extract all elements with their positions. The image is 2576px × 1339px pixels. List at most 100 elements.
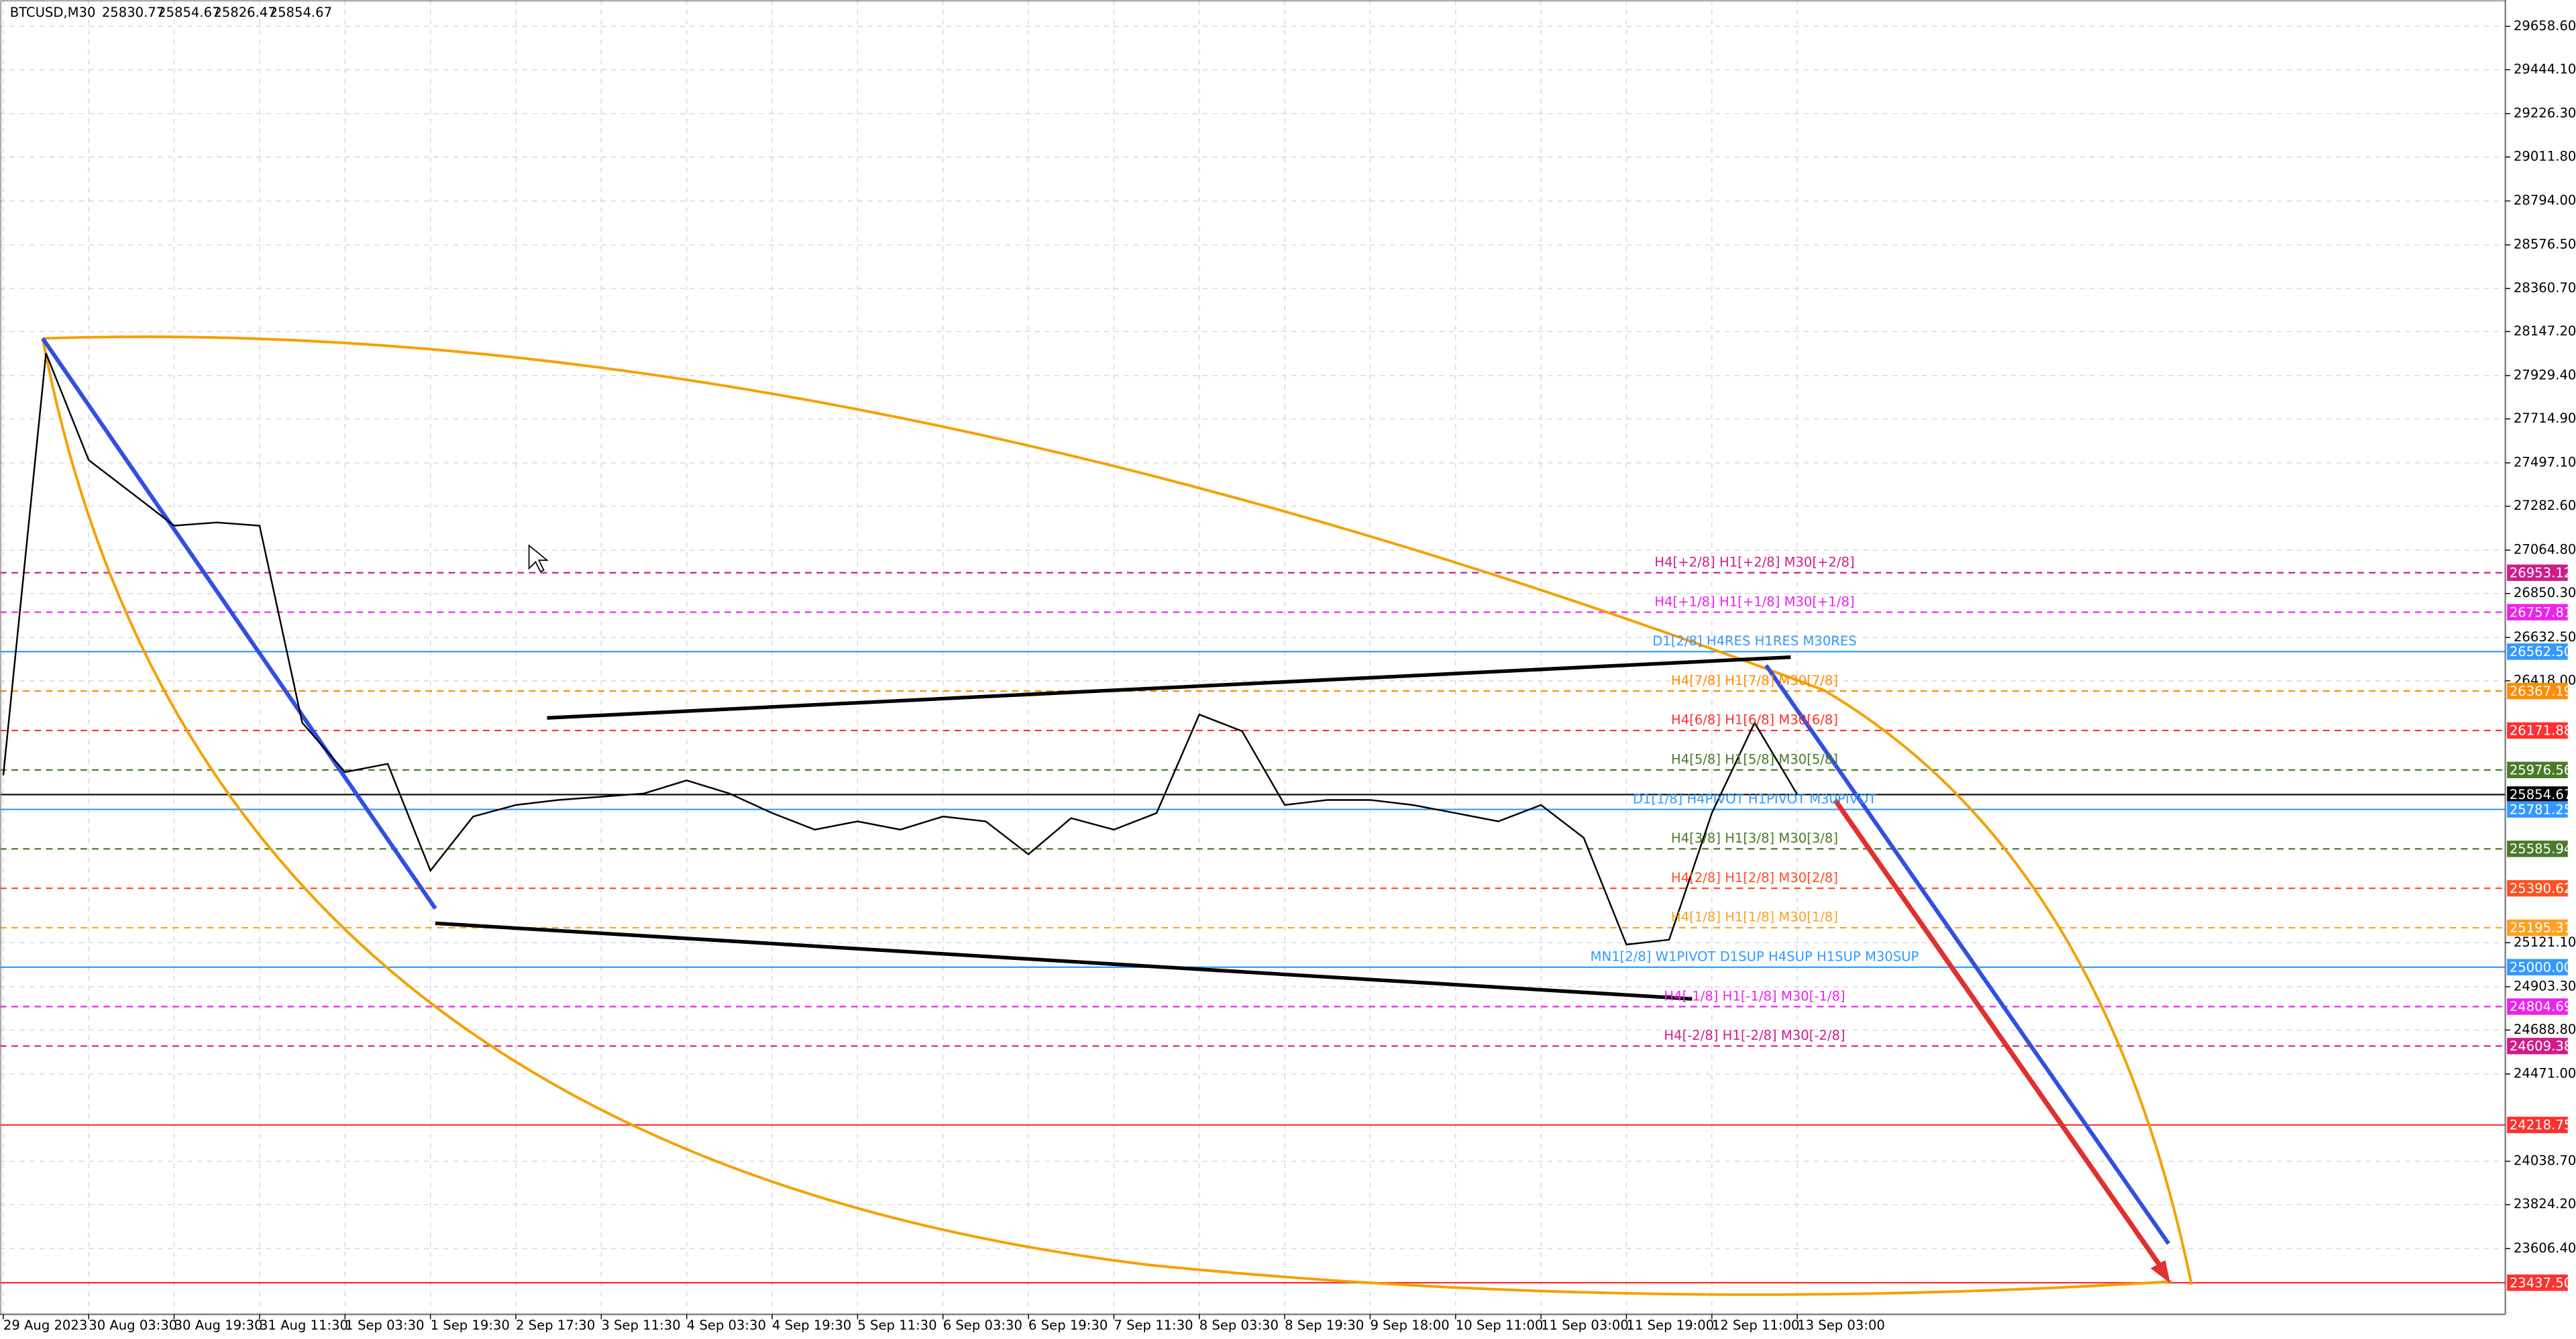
level-annotation: H4[6/8] H1[6/8] M30[6/8] (1671, 712, 1838, 728)
y-tick-label: 24471.00 (2514, 1065, 2576, 1081)
arc-upper (42, 335, 2193, 1285)
levels (0, 572, 2506, 1284)
y-tick-label: 27929.40 (2514, 367, 2576, 382)
y-tick-label: 27064.80 (2514, 542, 2576, 557)
y-tick-label: 24903.30 (2514, 978, 2576, 994)
level-price: 24218.75 (2510, 1118, 2572, 1133)
level-price: 25195.31 (2510, 920, 2572, 936)
level-box (2507, 564, 2568, 582)
x-tick-label: 10 Sep 11:00 (1456, 1318, 1544, 1333)
arrow (1833, 798, 2167, 1275)
level-annotation: H4[7/8] H1[7/8] M30[7/8] (1671, 673, 1838, 688)
y-tick-label: 26632.50 (2514, 629, 2576, 645)
x-tick-label: 3 Sep 11:30 (601, 1318, 680, 1333)
arc-lower (41, 338, 2172, 1296)
level-annotation: D1[1/8] H4PIVOT H1PIVOT M30PIVOT (1633, 791, 1877, 806)
y-tick-label: 28147.20 (2514, 323, 2576, 339)
level-price: 26562.50 (2510, 644, 2572, 659)
x-tick-label: 31 Aug 11:30 (260, 1318, 348, 1333)
level-box (2507, 1038, 2568, 1055)
level-price: 25390.62 (2510, 881, 2572, 896)
y-tick-label: 28360.70 (2514, 280, 2576, 296)
x-tick-label: 6 Sep 03:30 (943, 1318, 1022, 1333)
y-tick-label: 23606.40 (2514, 1240, 2576, 1256)
level-box (2507, 722, 2568, 739)
y-tick-label: 28794.00 (2514, 193, 2576, 208)
level-box (2507, 682, 2568, 700)
y-tick-label: 27497.10 (2514, 454, 2576, 470)
level-box (2507, 1274, 2568, 1291)
level-price: 26367.19 (2510, 684, 2572, 699)
y-tick-label: 24688.80 (2514, 1022, 2576, 1037)
level-box (2507, 879, 2568, 897)
x-tick-label: 4 Sep 03:30 (687, 1318, 766, 1333)
x-tick-label: 7 Sep 11:30 (1114, 1318, 1193, 1333)
level-price: 24609.38 (2510, 1038, 2572, 1054)
plot-frame (0, 0, 2506, 1315)
y-tick-label: 28576.50 (2514, 237, 2576, 252)
x-tick-label: 8 Sep 19:30 (1285, 1318, 1364, 1333)
y-tick-label: 29226.30 (2514, 105, 2576, 121)
level-box (2507, 604, 2568, 621)
level-price: 23437.50 (2510, 1275, 2572, 1291)
level-box (2507, 919, 2568, 936)
trend-line (41, 337, 437, 910)
level-annotation: H4[-2/8] H1[-2/8] M30[-2/8] (1664, 1028, 1845, 1043)
symbol: BTCUSD,M30 (10, 5, 96, 20)
header: BTCUSD,M30 25830.77 25854.67 25826.47 25… (10, 5, 332, 20)
level-box (2507, 786, 2568, 803)
x-tick-label: 2 Sep 17:30 (516, 1318, 595, 1333)
trend-line (1764, 664, 2171, 1245)
level-box (2507, 1116, 2568, 1134)
x-tick-label: 12 Sep 11:00 (1712, 1318, 1800, 1333)
level-annotation: H4[-1/8] H1[-1/8] M30[-1/8] (1664, 988, 1845, 1004)
level-price: 25585.94 (2510, 841, 2572, 857)
y-tick-label: 29444.10 (2514, 61, 2576, 76)
level-box (2507, 841, 2568, 857)
level-annotation: H4[1/8] H1[1/8] M30[1/8] (1671, 910, 1838, 925)
level-price: 25000.00 (2510, 959, 2572, 975)
x-tick-label: 13 Sep 03:00 (1797, 1318, 1885, 1333)
level-annotation: H4[2/8] H1[2/8] M30[2/8] (1671, 870, 1838, 886)
x-tick-label: 30 Aug 19:30 (174, 1318, 263, 1333)
drawings (41, 335, 2193, 1296)
level-annotation: MN1[2/8] W1PIVOT D1SUP H4SUP H1SUP M30SU… (1591, 949, 1919, 965)
cursor (528, 544, 549, 573)
price-line (2, 353, 1799, 946)
grid (0, 0, 2506, 1315)
y-tick-label: 27282.60 (2514, 498, 2576, 513)
level-annotation: H4[3/8] H1[3/8] M30[3/8] (1671, 831, 1838, 846)
level-box (2507, 761, 2568, 778)
y-tick-label: 25121.10 (2514, 934, 2576, 950)
x-tick-label: 30 Aug 03:30 (89, 1318, 177, 1333)
level-price: 26953.12 (2510, 565, 2572, 580)
level-price: 25854.67 (2510, 787, 2572, 802)
x-tick-label: 1 Sep 03:30 (345, 1318, 424, 1333)
low: 25826.47 (213, 5, 276, 20)
y-tick-label: 29011.80 (2514, 149, 2576, 164)
plot (2, 353, 1799, 946)
level-box (2507, 801, 2568, 818)
close: 25854.67 (270, 5, 332, 20)
level-price: 26757.81 (2510, 604, 2572, 620)
level-annotation: H4[+2/8] H1[+2/8] M30[+2/8] (1654, 555, 1854, 570)
y-tick-label: 23824.20 (2514, 1196, 2576, 1212)
level-price: 26171.88 (2510, 723, 2572, 739)
y-tick-label: 29658.60 (2514, 18, 2576, 34)
level-box (2507, 998, 2568, 1015)
level-price: 25976.56 (2510, 762, 2572, 778)
arrow-head (2150, 1260, 2171, 1283)
level-price: 24804.69 (2510, 999, 2572, 1014)
y-tick-label: 27714.90 (2514, 411, 2576, 426)
x-tick-label: 11 Sep 03:00 (1541, 1318, 1629, 1333)
x-tick-label: 9 Sep 18:00 (1370, 1318, 1449, 1333)
open: 25830.77 (102, 5, 164, 20)
x-tick-label: 1 Sep 19:30 (431, 1318, 510, 1333)
y-tick-label: 24038.70 (2514, 1153, 2576, 1169)
channel-line (435, 921, 1693, 1001)
high: 25854.67 (158, 5, 220, 20)
level-price: 25781.25 (2510, 802, 2572, 817)
level-box (2507, 643, 2568, 660)
level-box (2507, 959, 2568, 975)
